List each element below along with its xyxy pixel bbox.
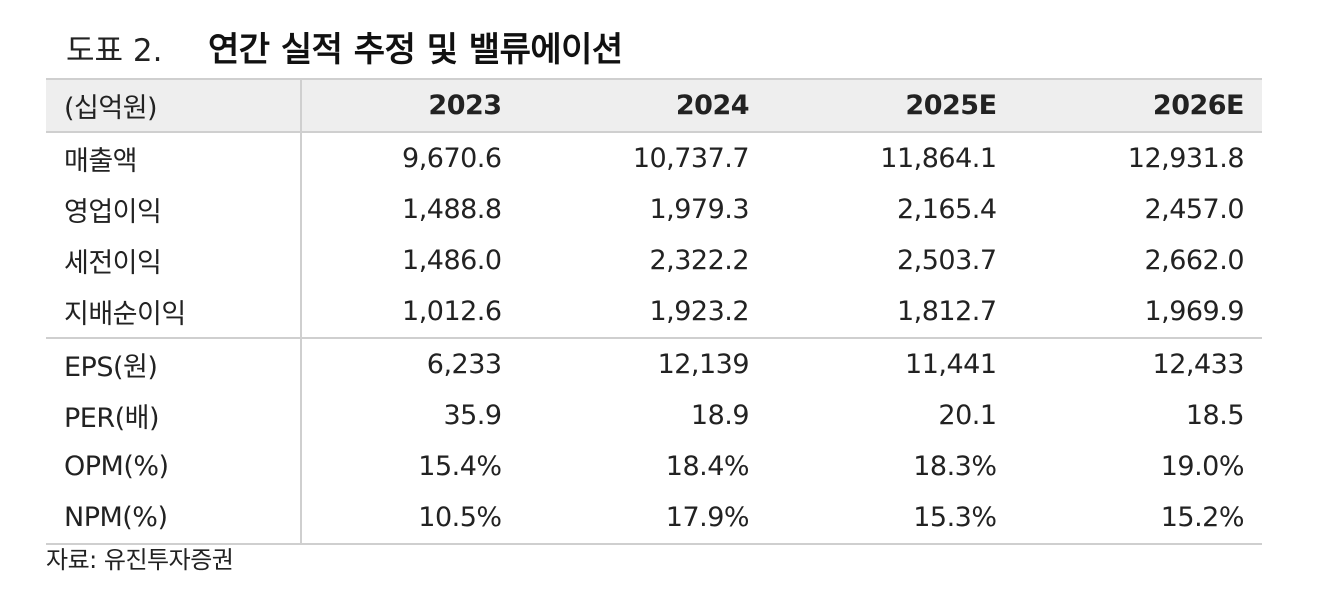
table-cell: 11,441	[905, 349, 997, 380]
table-heading: 연간 실적 추정 및 밸류에이션	[208, 30, 623, 70]
table-cell: 12,931.8	[1127, 143, 1245, 174]
column-header: 2024	[519, 78, 768, 133]
table-cell: 15.3%	[767, 492, 1015, 545]
table-cell: 18.4%	[665, 451, 750, 482]
table-cell: 1,812.7	[767, 286, 1015, 339]
table-row: 지배순이익 1,012.6 1,923.2 1,812.7 1,969.9	[46, 286, 1262, 339]
table-cell: 6,233	[426, 349, 502, 380]
row-label: EPS(원)	[46, 338, 302, 390]
column-header: 2026E	[1014, 78, 1262, 133]
table-row: PER(배) 35.9 18.9 20.1 18.5	[46, 390, 1262, 441]
table-row: 세전이익 1,486.0 2,322.2 2,503.7 2,662.0	[46, 235, 1262, 286]
header-row: (십억원) 2023 2024 2025E 2026E	[46, 78, 1262, 133]
table-cell: 10,737.7	[632, 143, 750, 174]
table-cell: 1,923.2	[519, 286, 768, 339]
table-cell: 1,486.0	[402, 245, 502, 276]
row-label: PER(배)	[46, 390, 302, 441]
row-label: 영업이익	[46, 184, 302, 235]
table-cell: 1,979.3	[649, 194, 750, 225]
table-cell: 1,969.9	[1014, 286, 1262, 339]
table-cell: 1,488.8	[402, 194, 502, 225]
table-cell: 18.5	[1185, 400, 1245, 431]
table-number: 도표 2.	[66, 33, 163, 69]
row-label: 매출액	[46, 132, 302, 184]
row-label: NPM(%)	[46, 492, 302, 545]
column-header: 2025E	[767, 78, 1015, 133]
table-cell: 12,433	[1152, 349, 1245, 380]
table-title: 도표 2. 연간 실적 추정 및 밸류에이션	[66, 22, 623, 74]
table-row: EPS(원) 6,233 12,139 11,441 12,433	[46, 338, 1262, 390]
table-cell: 18.9	[690, 400, 750, 431]
table-row: 영업이익 1,488.8 1,979.3 2,165.4 2,457.0	[46, 184, 1262, 235]
table-cell: 20.1	[938, 400, 997, 431]
table-cell: 19.0%	[1160, 451, 1245, 482]
table-cell: 18.3%	[913, 451, 997, 482]
table-cell: 2,503.7	[896, 245, 997, 276]
row-label: 세전이익	[46, 235, 302, 286]
table-cell: 11,864.1	[880, 143, 997, 174]
table-cell: 2,322.2	[649, 245, 750, 276]
table-cell: 1,012.6	[301, 286, 520, 339]
table-row: OPM(%) 15.4% 18.4% 18.3% 19.0%	[46, 441, 1262, 492]
table-cell: 2,165.4	[896, 194, 997, 225]
column-header: 2023	[301, 78, 520, 133]
unit-header: (십억원)	[46, 78, 302, 133]
table-row: NPM(%) 10.5% 17.9% 15.3% 15.2%	[46, 492, 1262, 545]
table-cell: 2,662.0	[1144, 245, 1244, 276]
row-label: OPM(%)	[46, 441, 302, 492]
table-row: 매출액 9,670.6 10,737.7 11,864.1 12,931.8	[46, 132, 1262, 184]
table-cell: 12,139	[657, 349, 750, 380]
row-label: 지배순이익	[46, 286, 302, 339]
table-cell: 15.2%	[1014, 492, 1262, 545]
source-note: 자료: 유진투자증권	[46, 546, 234, 574]
financial-table: (십억원) 2023 2024 2025E 2026E 매출액 9,670.6 …	[46, 78, 1262, 545]
table-cell: 15.4%	[418, 451, 502, 482]
table-cell: 10.5%	[301, 492, 520, 545]
table-cell: 35.9	[443, 400, 502, 431]
table-cell: 2,457.0	[1144, 194, 1244, 225]
table-cell: 9,670.6	[402, 143, 502, 174]
table-cell: 17.9%	[519, 492, 768, 545]
